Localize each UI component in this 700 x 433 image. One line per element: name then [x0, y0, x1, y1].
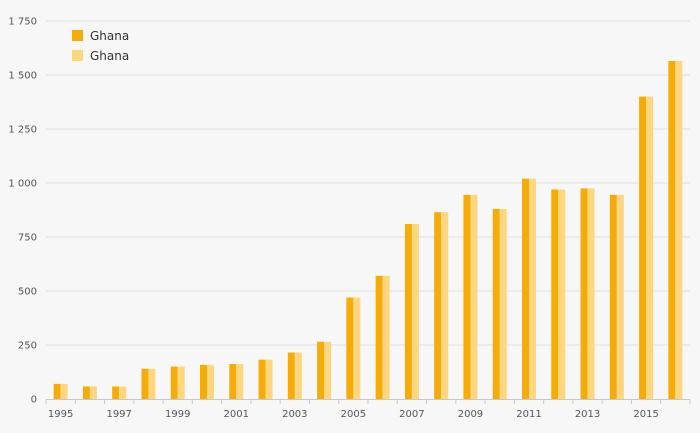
- bar: [141, 368, 149, 399]
- bar: [587, 188, 595, 399]
- bar: [119, 386, 127, 399]
- bars: [53, 60, 683, 400]
- legend: Ghana Ghana: [72, 29, 129, 63]
- bar: [200, 364, 207, 399]
- x-axis: 1995 1997 1999 2001 2003 2005 2007 2009 2011 2013…: [45, 399, 691, 420]
- y-tick-label: 250: [18, 341, 37, 352]
- x-tick-label: 2003: [282, 409, 307, 420]
- x-tick-label: 1999: [165, 409, 190, 420]
- bar: [616, 194, 624, 399]
- bar: [353, 297, 361, 399]
- bar: [112, 386, 120, 399]
- bar: [463, 194, 471, 399]
- bar: [522, 178, 529, 399]
- bar: [646, 96, 654, 399]
- bar: [207, 364, 214, 399]
- bar: [346, 297, 354, 399]
- bar: [53, 383, 61, 399]
- bar: [411, 224, 419, 399]
- y-tick-label: 1 250: [8, 125, 37, 136]
- bar: [265, 359, 273, 399]
- bar: [492, 208, 500, 399]
- bar: [177, 366, 185, 399]
- y-tick-label: 0: [31, 395, 37, 406]
- x-tick-label: 2001: [224, 409, 249, 420]
- bar: [236, 364, 244, 399]
- y-tick-label: 500: [18, 287, 37, 298]
- bar: [580, 188, 588, 399]
- bar: [551, 189, 559, 399]
- bar: [499, 208, 507, 399]
- bar: [324, 341, 332, 399]
- bar: [609, 194, 617, 399]
- bar: [441, 212, 449, 399]
- bar: [148, 368, 156, 399]
- x-tick-label: 2013: [575, 409, 600, 420]
- grid-lines: [46, 20, 690, 346]
- y-axis: 0 250 500 750 1 000 1 250 1 500 1 750: [8, 17, 37, 406]
- legend-swatch: [72, 50, 83, 61]
- bar: [558, 189, 566, 399]
- bar: [294, 352, 302, 399]
- x-tick-label: 1995: [48, 409, 73, 420]
- bar: [668, 60, 676, 400]
- y-tick-label: 1 000: [8, 179, 37, 190]
- bar: [258, 359, 266, 399]
- bar: [404, 224, 412, 399]
- bar: [470, 194, 478, 399]
- x-tick-label: 2009: [458, 409, 483, 420]
- bar: [375, 275, 383, 399]
- bar: [82, 386, 90, 399]
- bar: [89, 386, 97, 399]
- x-tick-label: 2011: [516, 409, 541, 420]
- bar: [675, 60, 683, 400]
- x-tick-label: 2005: [341, 409, 366, 420]
- bar: [529, 178, 536, 399]
- legend-label: Ghana: [90, 29, 129, 43]
- y-tick-label: 750: [18, 233, 37, 244]
- bar: [287, 352, 295, 399]
- y-tick-label: 1 750: [8, 17, 37, 28]
- legend-label: Ghana: [90, 49, 129, 63]
- x-tick-label: 2015: [633, 409, 658, 420]
- legend-swatch: [72, 30, 83, 41]
- bar: [60, 383, 68, 399]
- bar: [639, 96, 647, 399]
- y-tick-label: 1 500: [8, 71, 37, 82]
- bar: [382, 275, 390, 399]
- bar: [317, 341, 325, 399]
- bar: [170, 366, 178, 399]
- x-tick-label: 1997: [106, 409, 131, 420]
- x-tick-label: 2007: [399, 409, 424, 420]
- bar: [229, 364, 237, 399]
- bar: [434, 212, 442, 399]
